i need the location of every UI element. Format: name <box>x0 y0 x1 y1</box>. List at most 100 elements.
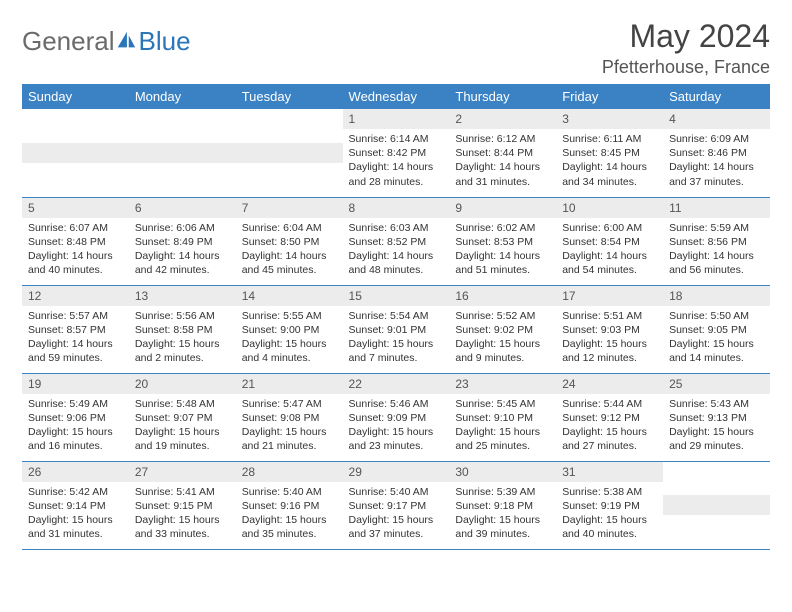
day-number: 12 <box>22 286 129 306</box>
day-number: 16 <box>449 286 556 306</box>
day-cell: 26Sunrise: 5:42 AMSunset: 9:14 PMDayligh… <box>22 461 129 549</box>
day-cell: 30Sunrise: 5:39 AMSunset: 9:18 PMDayligh… <box>449 461 556 549</box>
empty-day-cell <box>129 109 236 197</box>
day-details: Sunrise: 5:56 AMSunset: 8:58 PMDaylight:… <box>129 306 236 370</box>
header: General Blue May 2024 Pfetterhouse, Fran… <box>22 18 770 78</box>
day-cell: 9Sunrise: 6:02 AMSunset: 8:53 PMDaylight… <box>449 197 556 285</box>
day-cell: 24Sunrise: 5:44 AMSunset: 9:12 PMDayligh… <box>556 373 663 461</box>
day-details: Sunrise: 6:11 AMSunset: 8:45 PMDaylight:… <box>556 129 663 193</box>
day-number: 10 <box>556 198 663 218</box>
calendar-week-row: 5Sunrise: 6:07 AMSunset: 8:48 PMDaylight… <box>22 197 770 285</box>
day-details: Sunrise: 6:09 AMSunset: 8:46 PMDaylight:… <box>663 129 770 193</box>
day-details: Sunrise: 6:00 AMSunset: 8:54 PMDaylight:… <box>556 218 663 282</box>
day-number: 17 <box>556 286 663 306</box>
logo-text-blue: Blue <box>139 26 191 57</box>
day-number: 23 <box>449 374 556 394</box>
day-header: Tuesday <box>236 84 343 109</box>
day-number: 4 <box>663 109 770 129</box>
calendar-table: SundayMondayTuesdayWednesdayThursdayFrid… <box>22 84 770 550</box>
day-number: 22 <box>343 374 450 394</box>
day-details: Sunrise: 5:44 AMSunset: 9:12 PMDaylight:… <box>556 394 663 458</box>
day-number: 14 <box>236 286 343 306</box>
day-header: Monday <box>129 84 236 109</box>
day-header: Friday <box>556 84 663 109</box>
day-details: Sunrise: 6:06 AMSunset: 8:49 PMDaylight:… <box>129 218 236 282</box>
empty-day-cell <box>22 109 129 197</box>
day-details: Sunrise: 5:47 AMSunset: 9:08 PMDaylight:… <box>236 394 343 458</box>
day-cell: 3Sunrise: 6:11 AMSunset: 8:45 PMDaylight… <box>556 109 663 197</box>
day-number: 26 <box>22 462 129 482</box>
day-details: Sunrise: 6:07 AMSunset: 8:48 PMDaylight:… <box>22 218 129 282</box>
day-details: Sunrise: 5:38 AMSunset: 9:19 PMDaylight:… <box>556 482 663 546</box>
day-number: 27 <box>129 462 236 482</box>
day-number: 25 <box>663 374 770 394</box>
day-number: 15 <box>343 286 450 306</box>
empty-day-cell <box>663 461 770 549</box>
day-number: 13 <box>129 286 236 306</box>
day-cell: 23Sunrise: 5:45 AMSunset: 9:10 PMDayligh… <box>449 373 556 461</box>
day-header: Sunday <box>22 84 129 109</box>
day-details: Sunrise: 6:04 AMSunset: 8:50 PMDaylight:… <box>236 218 343 282</box>
day-header: Thursday <box>449 84 556 109</box>
day-cell: 28Sunrise: 5:40 AMSunset: 9:16 PMDayligh… <box>236 461 343 549</box>
day-cell: 1Sunrise: 6:14 AMSunset: 8:42 PMDaylight… <box>343 109 450 197</box>
day-cell: 6Sunrise: 6:06 AMSunset: 8:49 PMDaylight… <box>129 197 236 285</box>
day-number: 8 <box>343 198 450 218</box>
day-details: Sunrise: 6:12 AMSunset: 8:44 PMDaylight:… <box>449 129 556 193</box>
day-cell: 18Sunrise: 5:50 AMSunset: 9:05 PMDayligh… <box>663 285 770 373</box>
day-number: 20 <box>129 374 236 394</box>
day-cell: 22Sunrise: 5:46 AMSunset: 9:09 PMDayligh… <box>343 373 450 461</box>
day-details: Sunrise: 5:45 AMSunset: 9:10 PMDaylight:… <box>449 394 556 458</box>
day-cell: 8Sunrise: 6:03 AMSunset: 8:52 PMDaylight… <box>343 197 450 285</box>
day-number: 9 <box>449 198 556 218</box>
day-header-row: SundayMondayTuesdayWednesdayThursdayFrid… <box>22 84 770 109</box>
day-number: 1 <box>343 109 450 129</box>
day-cell: 31Sunrise: 5:38 AMSunset: 9:19 PMDayligh… <box>556 461 663 549</box>
day-number: 5 <box>22 198 129 218</box>
day-details: Sunrise: 6:02 AMSunset: 8:53 PMDaylight:… <box>449 218 556 282</box>
day-cell: 11Sunrise: 5:59 AMSunset: 8:56 PMDayligh… <box>663 197 770 285</box>
day-details: Sunrise: 5:52 AMSunset: 9:02 PMDaylight:… <box>449 306 556 370</box>
day-details: Sunrise: 6:03 AMSunset: 8:52 PMDaylight:… <box>343 218 450 282</box>
empty-day-cell <box>236 109 343 197</box>
location: Pfetterhouse, France <box>602 57 770 78</box>
day-number: 11 <box>663 198 770 218</box>
day-header: Saturday <box>663 84 770 109</box>
day-number: 24 <box>556 374 663 394</box>
day-details: Sunrise: 5:50 AMSunset: 9:05 PMDaylight:… <box>663 306 770 370</box>
calendar-week-row: 19Sunrise: 5:49 AMSunset: 9:06 PMDayligh… <box>22 373 770 461</box>
day-details: Sunrise: 5:40 AMSunset: 9:17 PMDaylight:… <box>343 482 450 546</box>
day-header: Wednesday <box>343 84 450 109</box>
logo-text-general: General <box>22 26 115 57</box>
day-details: Sunrise: 5:46 AMSunset: 9:09 PMDaylight:… <box>343 394 450 458</box>
calendar-week-row: 1Sunrise: 6:14 AMSunset: 8:42 PMDaylight… <box>22 109 770 197</box>
day-number: 18 <box>663 286 770 306</box>
day-number: 6 <box>129 198 236 218</box>
day-cell: 15Sunrise: 5:54 AMSunset: 9:01 PMDayligh… <box>343 285 450 373</box>
day-details: Sunrise: 5:57 AMSunset: 8:57 PMDaylight:… <box>22 306 129 370</box>
day-number: 21 <box>236 374 343 394</box>
day-details: Sunrise: 5:51 AMSunset: 9:03 PMDaylight:… <box>556 306 663 370</box>
day-number: 30 <box>449 462 556 482</box>
day-details: Sunrise: 5:54 AMSunset: 9:01 PMDaylight:… <box>343 306 450 370</box>
day-cell: 7Sunrise: 6:04 AMSunset: 8:50 PMDaylight… <box>236 197 343 285</box>
day-details: Sunrise: 5:43 AMSunset: 9:13 PMDaylight:… <box>663 394 770 458</box>
day-cell: 19Sunrise: 5:49 AMSunset: 9:06 PMDayligh… <box>22 373 129 461</box>
day-cell: 14Sunrise: 5:55 AMSunset: 9:00 PMDayligh… <box>236 285 343 373</box>
day-details: Sunrise: 5:39 AMSunset: 9:18 PMDaylight:… <box>449 482 556 546</box>
day-details: Sunrise: 5:40 AMSunset: 9:16 PMDaylight:… <box>236 482 343 546</box>
calendar-week-row: 12Sunrise: 5:57 AMSunset: 8:57 PMDayligh… <box>22 285 770 373</box>
month-title: May 2024 <box>602 18 770 55</box>
day-cell: 21Sunrise: 5:47 AMSunset: 9:08 PMDayligh… <box>236 373 343 461</box>
day-cell: 5Sunrise: 6:07 AMSunset: 8:48 PMDaylight… <box>22 197 129 285</box>
day-cell: 13Sunrise: 5:56 AMSunset: 8:58 PMDayligh… <box>129 285 236 373</box>
day-cell: 10Sunrise: 6:00 AMSunset: 8:54 PMDayligh… <box>556 197 663 285</box>
day-cell: 2Sunrise: 6:12 AMSunset: 8:44 PMDaylight… <box>449 109 556 197</box>
day-details: Sunrise: 6:14 AMSunset: 8:42 PMDaylight:… <box>343 129 450 193</box>
day-details: Sunrise: 5:42 AMSunset: 9:14 PMDaylight:… <box>22 482 129 546</box>
day-cell: 29Sunrise: 5:40 AMSunset: 9:17 PMDayligh… <box>343 461 450 549</box>
day-details: Sunrise: 5:48 AMSunset: 9:07 PMDaylight:… <box>129 394 236 458</box>
day-details: Sunrise: 5:59 AMSunset: 8:56 PMDaylight:… <box>663 218 770 282</box>
day-cell: 20Sunrise: 5:48 AMSunset: 9:07 PMDayligh… <box>129 373 236 461</box>
day-cell: 17Sunrise: 5:51 AMSunset: 9:03 PMDayligh… <box>556 285 663 373</box>
